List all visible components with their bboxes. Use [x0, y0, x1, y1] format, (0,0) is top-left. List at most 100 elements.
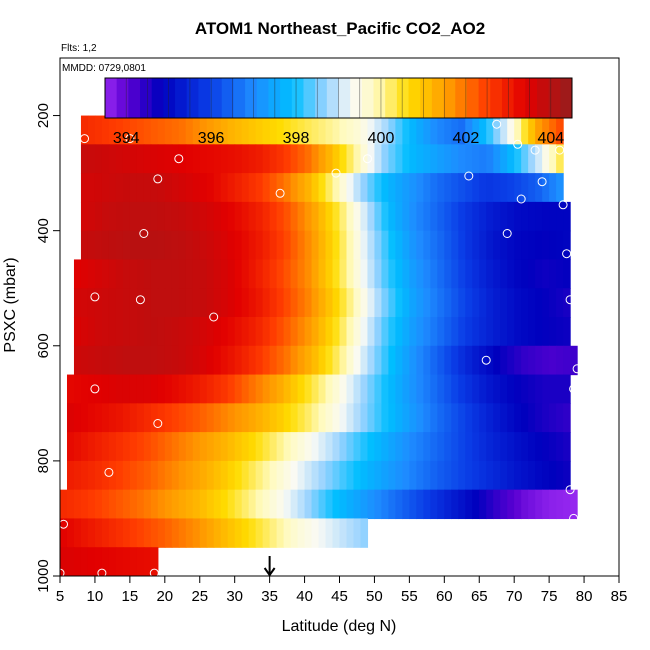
heatmap-cell — [521, 403, 529, 433]
heatmap-cell — [430, 374, 438, 404]
heatmap-cell — [87, 518, 96, 548]
heatmap-cell — [549, 403, 557, 433]
heatmap-cell — [269, 201, 278, 232]
heatmap-cell — [339, 259, 348, 289]
colorbar-ticks: 394 396 398 400 402 404 — [113, 130, 564, 147]
heatmap-cell — [80, 173, 89, 203]
heatmap-cell — [290, 518, 299, 548]
heatmap-cell — [458, 432, 466, 462]
heatmap-cell — [402, 173, 410, 203]
heatmap-cell — [101, 374, 110, 404]
heatmap-cell — [220, 345, 229, 376]
x-tick-label: 10 — [87, 588, 104, 605]
heatmap-cell — [402, 201, 410, 232]
heatmap-cell — [185, 288, 194, 318]
heatmap-cell — [192, 115, 201, 145]
heatmap-cell — [199, 345, 208, 376]
heatmap-cell — [171, 173, 180, 203]
heatmap-cell — [318, 144, 327, 174]
heatmap-cell — [150, 317, 159, 347]
heatmap-cell — [430, 173, 438, 203]
heatmap-cell — [430, 403, 438, 433]
heatmap-cell — [549, 173, 557, 203]
heatmap-cell — [115, 173, 124, 203]
heatmap-cell — [101, 201, 110, 232]
heatmap-cell — [500, 403, 508, 433]
heatmap-cell — [122, 201, 131, 232]
heatmap-cell — [73, 288, 82, 318]
heatmap-cell — [248, 403, 257, 433]
heatmap-cell — [199, 201, 208, 232]
heatmap-cell — [507, 259, 515, 289]
heatmap-cell — [311, 518, 320, 548]
heatmap-cell — [542, 432, 550, 462]
heatmap-cell — [192, 374, 201, 404]
heatmap-cell — [444, 259, 452, 289]
heatmap-cell — [80, 317, 89, 347]
heatmap-cell — [101, 259, 110, 289]
heatmap-cell — [80, 259, 89, 289]
heatmap-cell — [290, 432, 299, 462]
y-tick-label: 800 — [35, 448, 52, 473]
heatmap-cell — [318, 489, 327, 520]
heatmap-cell — [122, 460, 131, 491]
heatmap-cell — [444, 345, 452, 376]
heatmap-cell — [458, 288, 466, 318]
x-tick-label: 35 — [261, 588, 278, 605]
heatmap-cell — [549, 288, 557, 318]
heatmap-cell — [269, 230, 278, 261]
heatmap-cell — [339, 115, 348, 145]
heatmap-cell — [549, 345, 557, 376]
heatmap-cell — [178, 115, 187, 145]
heatmap-cell — [353, 201, 362, 232]
heatmap-cell — [290, 317, 299, 347]
heatmap-cell — [143, 288, 152, 318]
heatmap-cell — [150, 144, 159, 174]
heatmap-cell — [542, 201, 550, 232]
colorbar-tick-label: 404 — [537, 130, 564, 147]
heatmap-cell — [346, 115, 355, 145]
colorbar-segment — [478, 78, 491, 118]
heatmap-cell — [192, 259, 201, 289]
heatmap-cell — [297, 432, 306, 462]
heatmap-cell — [514, 173, 522, 203]
heatmap-cell — [367, 460, 376, 491]
heatmap-cell — [94, 230, 103, 261]
heatmap-cell — [227, 115, 236, 145]
observation-point — [153, 174, 163, 184]
heatmap-cell — [318, 230, 327, 261]
heatmap-cell — [388, 173, 396, 203]
heatmap-cell — [444, 230, 452, 261]
heatmap-cell — [115, 115, 124, 145]
heatmap-cell — [514, 230, 522, 261]
heatmap-cell — [479, 173, 487, 203]
heatmap-cell — [73, 403, 82, 433]
heatmap-cell — [402, 144, 410, 174]
heatmap-cell — [500, 173, 508, 203]
heatmap-cell — [269, 173, 278, 203]
heatmap-cell — [507, 403, 515, 433]
heatmap-cell — [542, 317, 550, 347]
heatmap-cell — [479, 201, 487, 232]
heatmap-cell — [563, 432, 571, 462]
heatmap-cell — [458, 173, 466, 203]
heatmap-cell — [115, 144, 124, 174]
heatmap-cell — [486, 374, 494, 404]
heatmap-cell — [542, 403, 550, 433]
heatmap-cell — [234, 403, 243, 433]
heatmap-cell — [73, 518, 82, 548]
heatmap-cell — [241, 115, 250, 145]
observation-point — [565, 295, 575, 305]
heatmap-cell — [423, 230, 431, 261]
colorbar-segment — [256, 78, 269, 118]
heatmap-cell — [101, 547, 110, 576]
observation-point — [502, 229, 512, 238]
heatmap-cell — [430, 201, 438, 232]
colorbar-segment — [198, 78, 211, 118]
heatmap-cell — [101, 432, 110, 462]
heatmap-cell — [458, 201, 466, 232]
observation-point — [565, 485, 575, 495]
heatmap-cell — [346, 345, 355, 376]
heatmap-cell — [227, 173, 236, 203]
heatmap-cell — [514, 144, 522, 174]
